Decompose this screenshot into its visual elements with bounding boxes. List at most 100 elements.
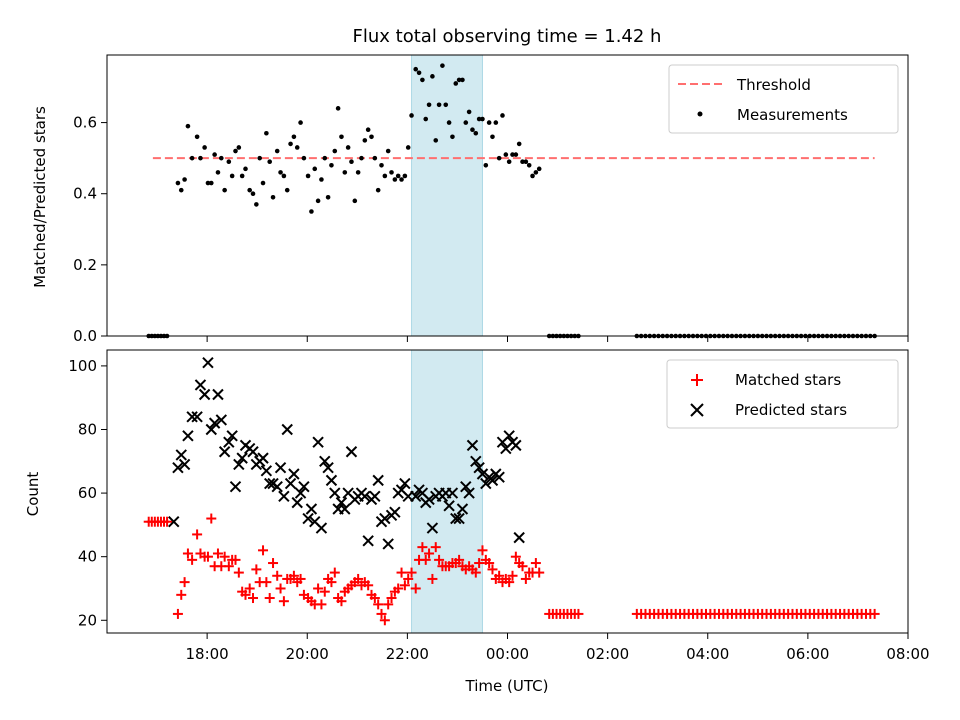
predicted-star-point — [473, 461, 485, 474]
predicted-star-point — [194, 379, 207, 391]
measurement-point — [460, 77, 465, 83]
predicted-star-point — [198, 388, 211, 401]
predicted-star-point — [335, 496, 348, 509]
measurement-point — [359, 155, 364, 161]
measurement-point — [189, 155, 195, 161]
measurement-point — [510, 152, 515, 157]
measurement-point — [466, 109, 472, 115]
measurement-point — [309, 209, 314, 214]
predicted-star-point — [410, 490, 422, 502]
y-tick-label: 0.6 — [73, 114, 97, 132]
measurement-point — [476, 116, 482, 122]
predicted-star-point — [450, 512, 462, 525]
predicted-star-point — [476, 468, 489, 480]
measurement-point — [490, 134, 495, 140]
measurement-point — [342, 170, 348, 175]
measurement-point — [493, 120, 499, 125]
matched-star-point — [295, 573, 306, 584]
matched-star-point — [470, 567, 481, 578]
legend-measurements-swatch — [697, 111, 703, 117]
matched-star-point — [192, 529, 203, 540]
measurement-point — [533, 170, 539, 175]
predicted-star-point — [443, 500, 455, 512]
predicted-star-point — [466, 439, 479, 452]
measurement-point — [322, 155, 328, 161]
matched-star-point — [230, 554, 241, 565]
matched-star-point — [393, 583, 404, 594]
predicted-star-point — [278, 490, 290, 502]
measurement-point — [500, 113, 505, 118]
predicted-star-point — [247, 446, 259, 458]
predicted-star-point — [423, 493, 435, 506]
matched-star-point — [427, 573, 438, 584]
predicted-star-point — [218, 446, 231, 458]
predicted-star-point — [298, 481, 310, 493]
predicted-star-point — [312, 436, 324, 448]
predicted-star-point — [456, 503, 469, 515]
predicted-star-point — [274, 461, 287, 474]
measurement-point — [194, 134, 200, 140]
measurement-point — [496, 155, 502, 161]
plot-frame — [106, 54, 909, 337]
measurement-point — [426, 102, 432, 108]
measurement-point — [436, 102, 442, 108]
measurement-point — [395, 173, 401, 179]
measurement-point — [463, 120, 469, 125]
bottom-legend: Matched stars Predicted stars — [666, 359, 899, 429]
matched-star-point — [504, 577, 515, 588]
matched-star-point — [278, 596, 289, 607]
predicted-star-point — [382, 538, 394, 550]
matched-star-point — [336, 596, 347, 607]
matched-star-point — [573, 608, 584, 619]
measurement-point — [329, 162, 334, 168]
predicted-star-point — [345, 446, 358, 458]
measurement-point — [257, 155, 262, 161]
matched-star-point — [417, 542, 428, 553]
measurement-point — [389, 170, 394, 175]
y-tick-label: 0.4 — [73, 185, 97, 203]
predicted-star-point — [260, 465, 273, 477]
measurement-point — [453, 81, 459, 86]
measurement-point — [379, 162, 384, 168]
matched-star-point — [187, 554, 198, 565]
measurement-point — [385, 148, 391, 154]
measurement-point — [520, 159, 525, 165]
x-tick-label: 22:00 — [386, 645, 429, 663]
matched-star-point — [206, 513, 217, 524]
x-tick-label: 02:00 — [586, 645, 629, 663]
measurement-point — [247, 187, 252, 193]
predicted-star-point — [271, 481, 283, 493]
matched-star-point — [326, 577, 337, 588]
measurement-point — [250, 191, 256, 197]
predicted-star-point — [453, 512, 465, 525]
y-tick-label: 80 — [78, 420, 97, 438]
measurement-point — [440, 63, 445, 68]
measurement-point — [372, 155, 378, 161]
predicted-star-point — [202, 357, 214, 369]
measurement-point — [319, 177, 324, 182]
matched-star-point — [162, 516, 173, 527]
measurement-point — [352, 198, 358, 204]
top-panel: 0.0 0.2 0.4 0.6 — [73, 54, 909, 345]
matched-star-point — [383, 599, 394, 610]
measurement-point — [513, 152, 519, 157]
matched-star-point — [510, 551, 521, 562]
predicted-star-point — [339, 503, 351, 515]
predicted-star-point — [480, 477, 492, 490]
matched-star-point — [454, 554, 465, 565]
matched-star-point — [520, 573, 531, 584]
predicted-star-point — [329, 487, 341, 499]
measurement-point — [325, 194, 331, 200]
matched-star-point — [264, 593, 275, 604]
measurement-point — [413, 66, 419, 72]
measurement-point — [402, 173, 408, 179]
bottom-panel: 20 40 60 80 100 18:00 20:00 22:00 00:00 02:00 04:0… — [68, 349, 930, 663]
matched-star-point — [406, 567, 417, 578]
measurement-point — [264, 130, 269, 136]
predicted-star-point — [389, 506, 401, 518]
y-tick-label: 100 — [68, 357, 97, 375]
measurement-point — [349, 159, 354, 165]
matched-star-point — [373, 599, 384, 610]
matched-star-point — [379, 615, 390, 626]
measurement-point — [284, 187, 290, 193]
